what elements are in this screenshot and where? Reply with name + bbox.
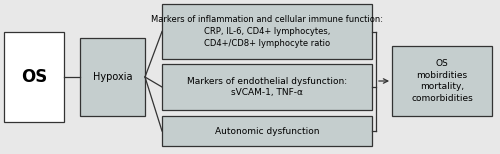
Bar <box>392 46 492 116</box>
Text: Markers of endothelial dysfunction:
sVCAM-1, TNF-α: Markers of endothelial dysfunction: sVCA… <box>187 77 347 97</box>
Text: OS
mobirdities
mortality,
comorbidities: OS mobirdities mortality, comorbidities <box>411 59 473 103</box>
Bar <box>162 116 372 146</box>
Text: Hypoxia: Hypoxia <box>93 72 132 82</box>
Bar <box>162 64 372 110</box>
Bar <box>80 38 145 116</box>
Bar <box>4 32 64 122</box>
Text: OS: OS <box>21 68 47 86</box>
Text: Markers of inflammation and cellular immune function:
CRP, IL-6, CD4+ lymphocyte: Markers of inflammation and cellular imm… <box>151 15 383 48</box>
Text: Autonomic dysfunction: Autonomic dysfunction <box>215 126 320 136</box>
Bar <box>162 4 372 59</box>
